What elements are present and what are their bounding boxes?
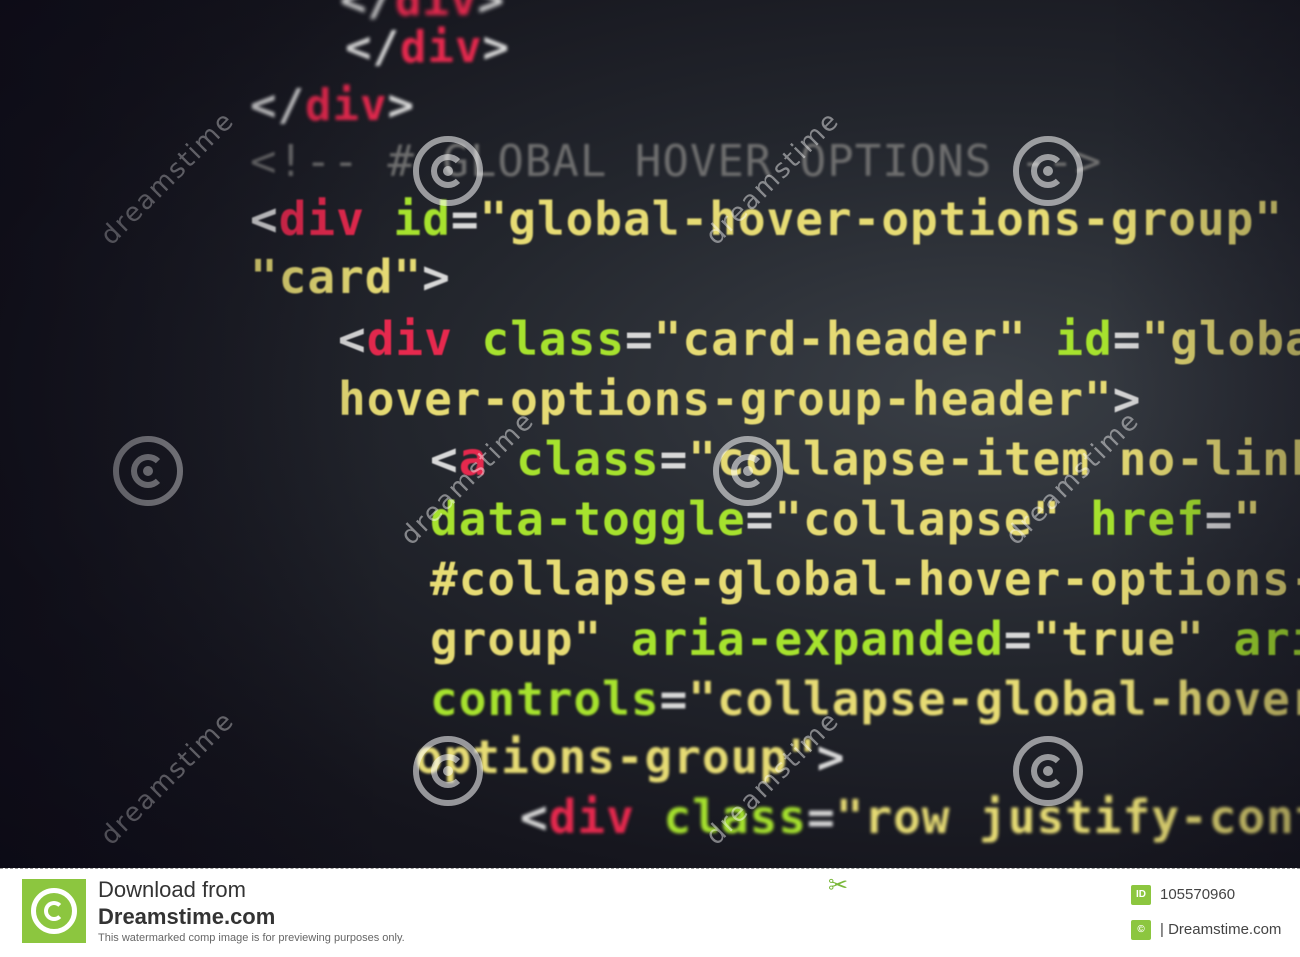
scissors-icon: ✂: [828, 872, 849, 899]
code-line-1: </div>: [340, 0, 505, 26]
code-line-9: <a class="collapse-item no-link": [430, 432, 1300, 486]
code-line-13: controls="collapse-global-hover-: [430, 672, 1300, 726]
copyright-text: | Dreamstime.com: [1160, 921, 1282, 938]
watermark-spiral-icon: [713, 436, 783, 506]
preview-note: This watermarked comp image is for previ…: [98, 932, 405, 944]
watermark-spiral-icon: [413, 736, 483, 806]
id-badge: ID: [1131, 885, 1151, 905]
code-line-12: group" aria-expanded="true" aria-: [430, 612, 1300, 666]
copyright-icon: ©: [1131, 920, 1151, 940]
code-line-11: #collapse-global-hover-options-: [430, 552, 1300, 606]
code-line-10: data-toggle="collapse" href=": [430, 492, 1263, 546]
watermark-spiral-icon: [113, 436, 183, 506]
code-line-4: <!-- # GLOBAL HOVER OPTIONS -->: [250, 136, 1103, 187]
code-line-15: <div class="row justify-conte: [520, 790, 1300, 844]
watermark-text: dreamstime: [95, 705, 241, 852]
watermark-text: dreamstime: [95, 105, 241, 252]
code-line-8: hover-options-group-header">: [338, 372, 1142, 426]
watermark-spiral-icon: [1013, 736, 1083, 806]
site-name[interactable]: Dreamstime.com: [98, 904, 276, 929]
code-photo: </div> </div> </div> <!-- # GLOBAL HOVER…: [0, 0, 1300, 868]
watermark-spiral-icon: [413, 136, 483, 206]
code-line-3: </div>: [250, 80, 415, 131]
spiral-icon: [31, 888, 77, 934]
code-line-6: "card">: [250, 250, 451, 304]
image-id: 105570960: [1160, 886, 1236, 903]
watermark-spiral-icon: [1013, 136, 1083, 206]
code-line-7: <div class="card-header" id="global-: [338, 312, 1300, 366]
download-footer: Download from Dreamstime.com This waterm…: [0, 868, 1300, 957]
code-line-2: </div>: [345, 22, 510, 73]
code-line-5: <div id="global-hover-options-group" cla: [250, 192, 1284, 246]
dreamstime-logo: [22, 879, 86, 943]
download-label: Download from: [98, 877, 246, 902]
